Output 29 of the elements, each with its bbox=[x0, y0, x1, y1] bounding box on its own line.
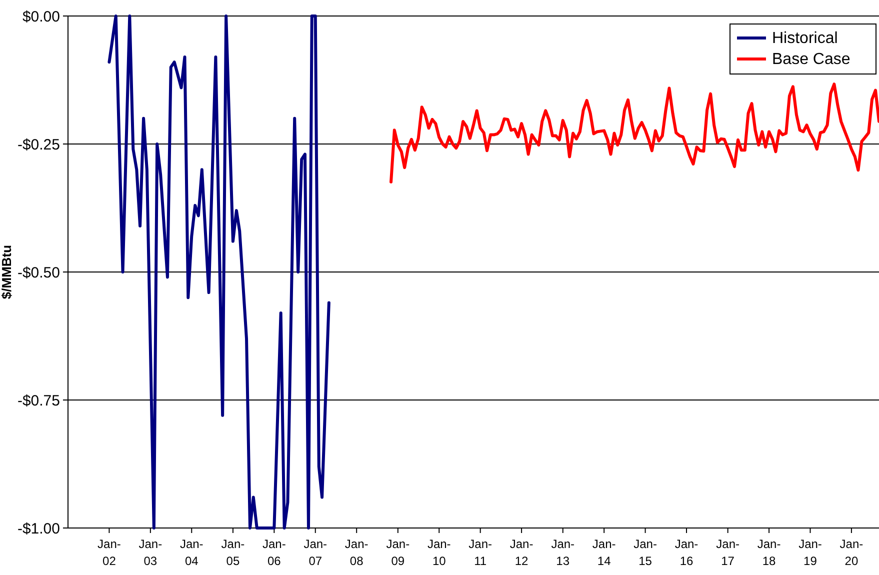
y-tick-label: -$1.00 bbox=[17, 520, 60, 538]
legend-label: Historical bbox=[772, 30, 838, 47]
line-series bbox=[108, 14, 330, 530]
x-tick-label: Jan-06 bbox=[262, 537, 286, 568]
x-tick-label: Jan-09 bbox=[386, 537, 410, 568]
x-tick-label: Jan-03 bbox=[138, 537, 162, 568]
x-tick-label: Jan-14 bbox=[592, 537, 616, 568]
x-tick-label: Jan-17 bbox=[716, 537, 740, 568]
x-tick-label: Jan-05 bbox=[221, 537, 245, 568]
legend-label: Base Case bbox=[772, 51, 850, 68]
y-tick-label: -$0.25 bbox=[17, 136, 60, 154]
y-tick-label: -$0.50 bbox=[17, 264, 60, 282]
x-tick-label: Jan-19 bbox=[798, 537, 822, 568]
x-tick-label: Jan-12 bbox=[510, 537, 534, 568]
x-tick-label: Jan-20 bbox=[840, 537, 864, 568]
x-tick-label: Jan-04 bbox=[180, 537, 204, 568]
x-tick-label: Jan-02 bbox=[98, 537, 121, 568]
x-tick-label: Jan-15 bbox=[634, 537, 657, 568]
x-tick-label: Jan-18 bbox=[757, 537, 781, 568]
y-tick-label: $0.00 bbox=[22, 8, 60, 26]
x-tick-label: Jan-16 bbox=[674, 537, 698, 568]
x-tick-label: Jan-07 bbox=[304, 537, 328, 568]
y-tick-label: -$0.75 bbox=[17, 392, 60, 410]
y-axis-title: $/MMBtu bbox=[0, 244, 14, 300]
x-tick-label: Jan-11 bbox=[468, 537, 492, 568]
line-series bbox=[390, 82, 879, 184]
x-tick-label: Jan-10 bbox=[427, 537, 451, 568]
x-tick-label: Jan-13 bbox=[551, 537, 575, 568]
x-tick-label: Jan-08 bbox=[344, 537, 368, 568]
